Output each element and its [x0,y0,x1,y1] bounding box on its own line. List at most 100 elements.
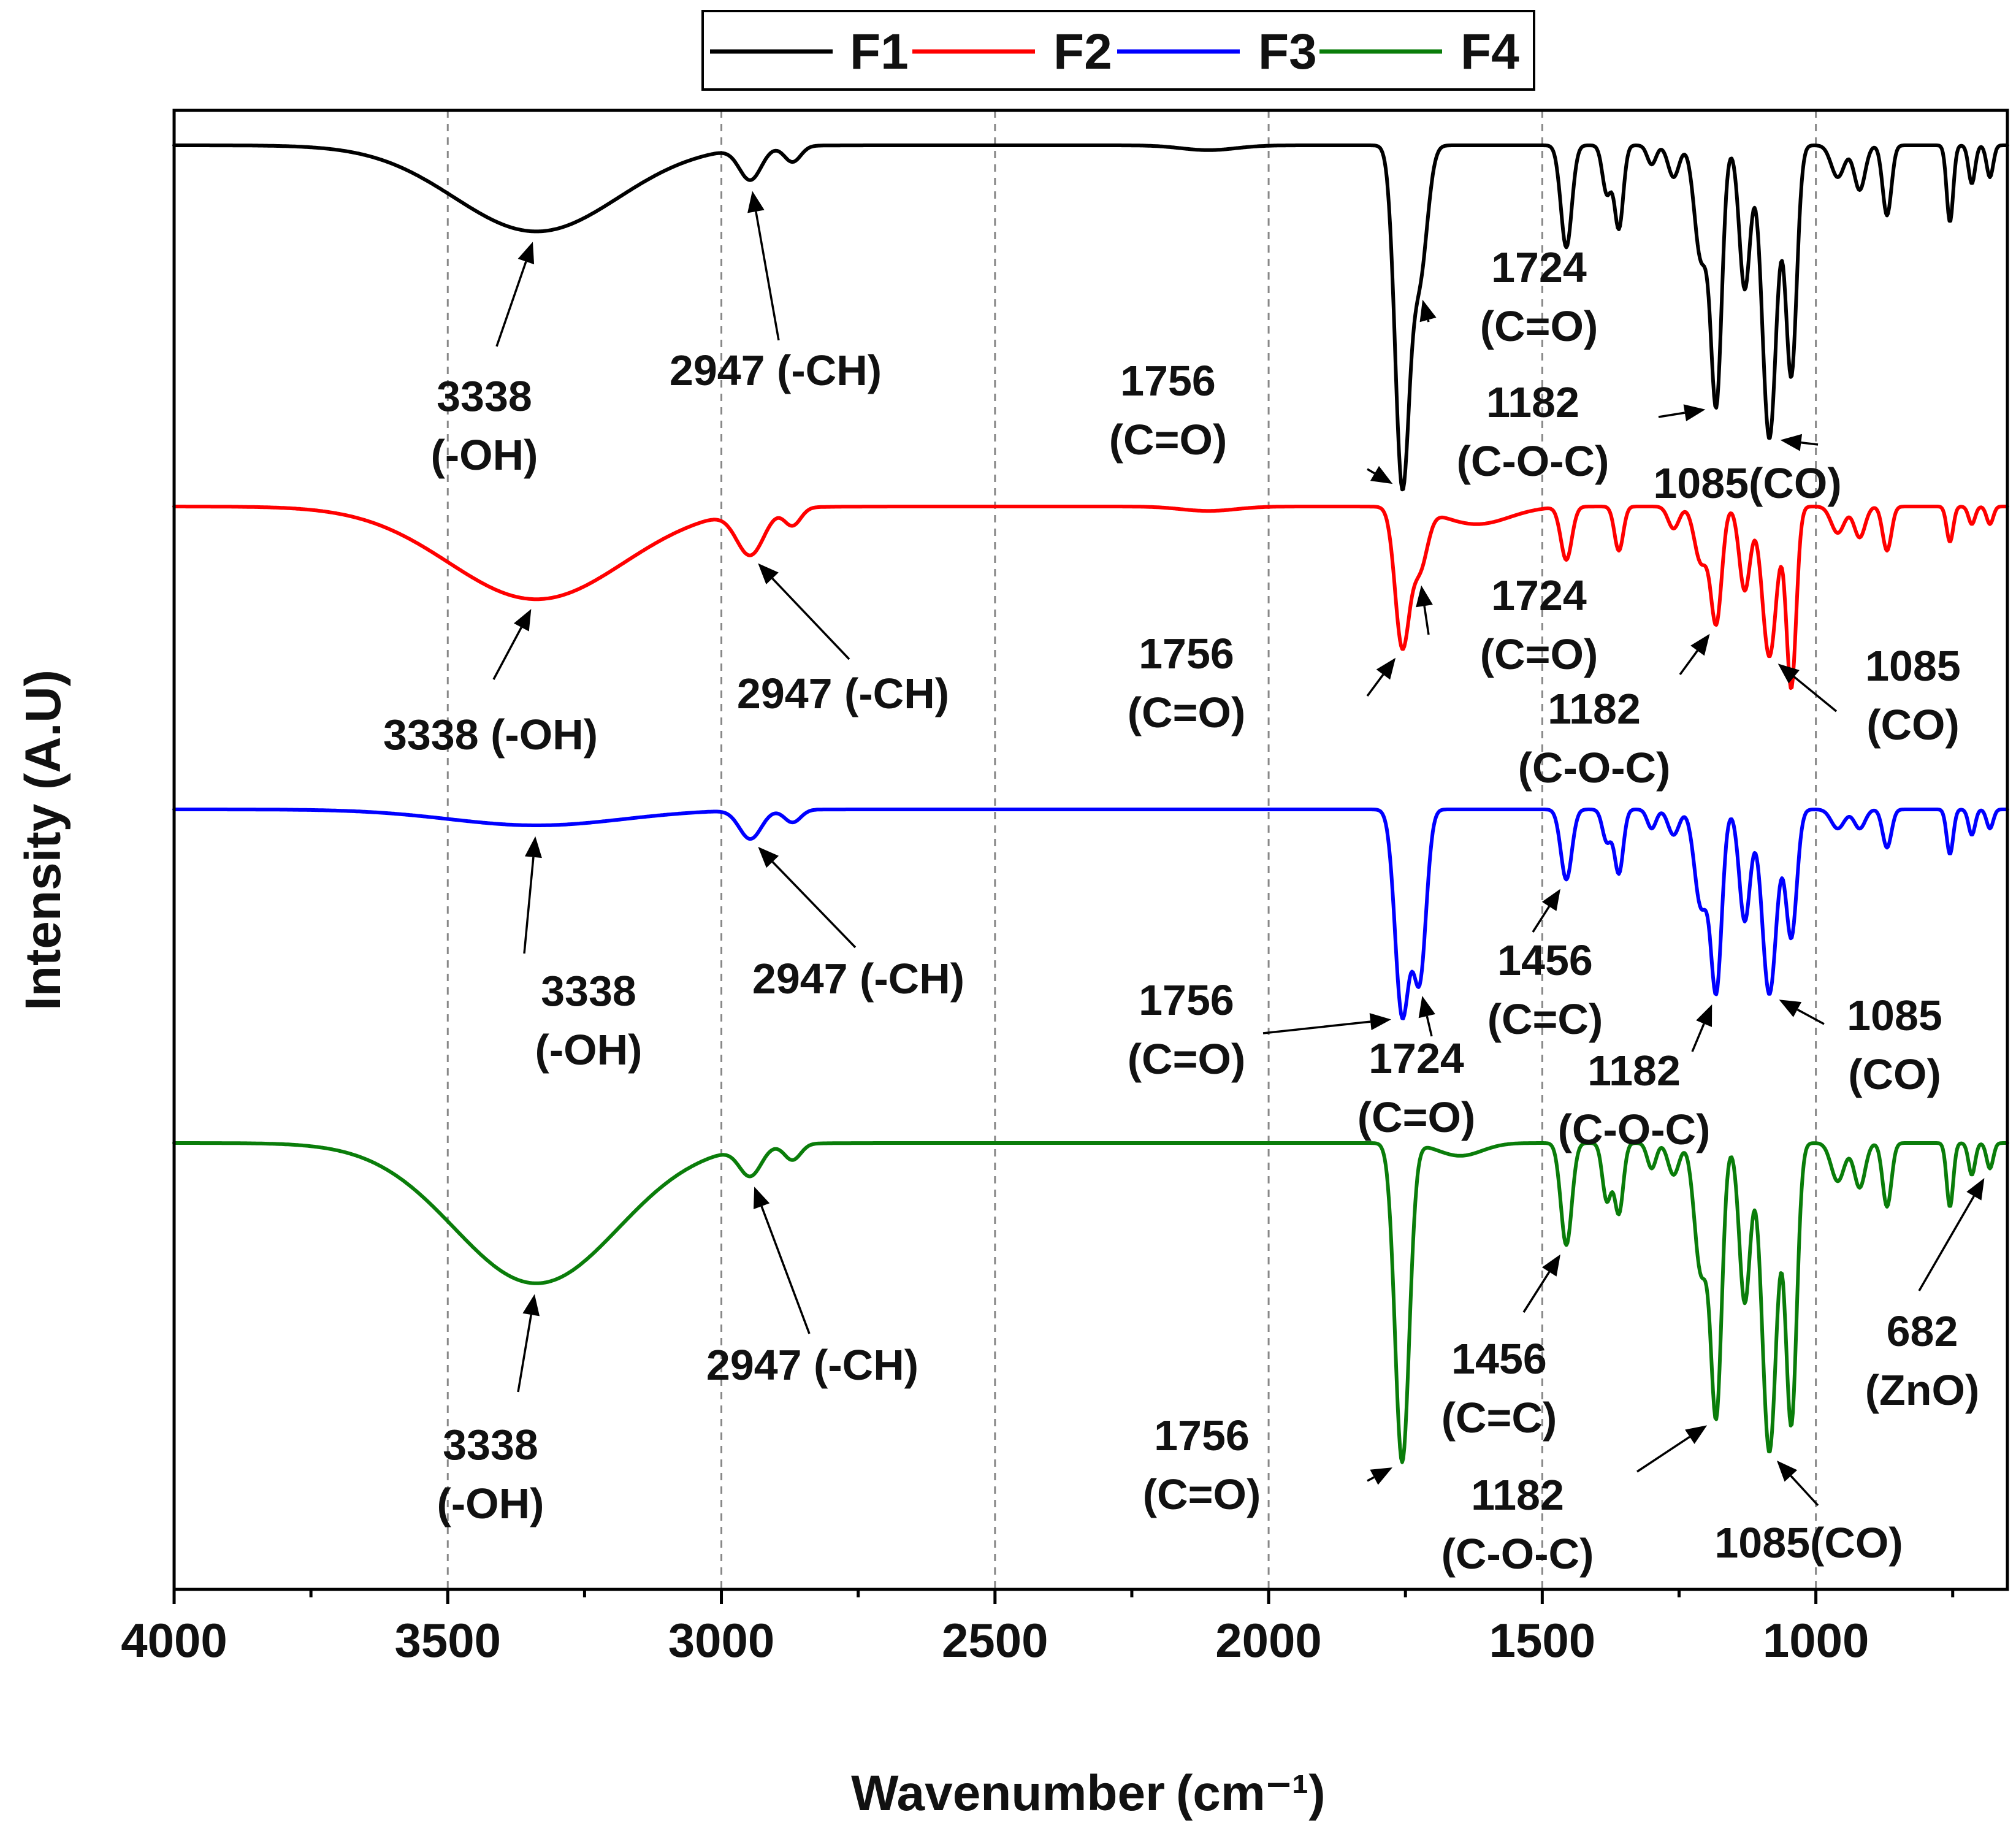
annotation-arrow [1423,605,1430,635]
annotation-label: 2947 (-CH) [737,670,949,717]
annotation-label: 1085(CO) [1865,642,1961,749]
annotation-label: 1182 (C-O-C) [1441,1471,1594,1578]
annotation-line: 1724 [1491,243,1587,291]
annotation-label: 1085 (CO) [1847,992,1942,1098]
legend-label-f3: F3 [1258,24,1317,80]
annotation-f1-1182: 1182 (C-O-C) [1457,378,1706,485]
annotation-f2-1724: 1724 (C=O) [1416,571,1598,678]
annotation-f4-1456: 1456 (C=C) [1441,1254,1560,1442]
legend-item-f3: F3 [1117,24,1317,80]
annotation-arrow [771,578,850,660]
annotation-line: (C=O) [1480,630,1598,678]
annotation-f1-2947: 2947 (-CH) [670,191,882,394]
annotation-arrowhead [517,242,535,265]
annotation-f3-1182: 1182 (C-O-C) [1558,1004,1712,1153]
legend-label-f2: F2 [1053,24,1112,80]
annotation-line: (C-O-C) [1558,1106,1711,1153]
annotation-line: 1085 [1847,992,1942,1039]
trace-f4 [172,1141,2009,1464]
annotation-arrowhead [1541,889,1560,911]
annotation-arrow [771,861,857,949]
annotation-f2-1756: 1756 (C=O) [1128,630,1396,736]
trace-f1 [172,143,2009,492]
annotation-arrowhead [758,847,779,868]
annotation-line: (ZnO) [1865,1366,1980,1414]
annotation-arrowhead [525,836,542,858]
annotation-line: 1182 [1587,1047,1681,1095]
annotation-arrowhead [1966,1178,1985,1201]
annotation-label: 3338 (-OH) [535,967,643,1074]
annotation-line: 1756 [1139,976,1234,1024]
annotation-arrow [1918,1195,1975,1291]
annotation-line: (CO) [1866,701,1960,749]
annotation-line: (C=O) [1128,689,1246,736]
annotation-line: (C-O-C) [1457,437,1609,485]
annotation-line: (C-O-C) [1518,744,1671,792]
annotation-arrow [1427,319,1430,323]
trace-f3 [172,808,2009,1020]
annotation-f2-1182: 1182 (C-O-C) [1518,633,1710,792]
annotation-f1-3338: 3338 (-OH) [431,242,538,479]
x-tick-label: 2000 [1215,1613,1322,1667]
annotation-label: 1456 (C=C) [1441,1335,1557,1442]
annotation-line: 3338 [443,1421,538,1469]
annotation-arrowhead [1418,996,1435,1019]
annotation-arrow [760,1206,811,1334]
x-tick-label: 3000 [668,1613,775,1667]
grid-lines [446,110,1817,1589]
annotation-line: (C=O) [1143,1470,1261,1518]
annotation-line: 3338 [541,967,636,1015]
annotation-label: 1182 (C-O-C) [1457,378,1609,485]
annotation-arrowhead [1541,1254,1560,1277]
x-axis-title-unit: (cm⁻¹) [1176,1765,1326,1821]
annotation-arrowhead [1370,465,1393,484]
x-tick-label: 3500 [395,1613,502,1667]
annotation-arrowhead [1780,434,1803,451]
annotation-label: 1724 (C=O) [1480,571,1598,678]
annotation-label: 1456 (C=C) [1487,936,1603,1043]
annotation-line: 1456 [1497,936,1593,984]
annotation-arrow [495,261,527,347]
annotation-line: 1085(CO) [1714,1519,1903,1567]
annotation-arrow [1262,1020,1371,1034]
annotation-f3-3338: 3338 (-OH) [523,836,643,1074]
annotation-line: 1756 [1120,357,1216,405]
annotation-label: 2947 (-CH) [706,1341,918,1389]
annotation-f3-1756: 1756 (C=O) [1128,976,1391,1083]
annotation-label: 2947 (-CH) [752,955,964,1003]
legend-label-f1: F1 [850,24,909,80]
annotation-arrowhead [1696,1004,1712,1027]
annotation-label: 1756 (C=O) [1109,357,1228,464]
x-axis-ticks: 4000 3500 3000 2500 2000 1500 1000 [121,1589,1955,1667]
annotation-arrowhead [1779,1000,1802,1017]
annotation-arrowhead [1416,585,1433,608]
annotation-line: (C=C) [1487,995,1603,1043]
annotation-f1-1085: 1085(CO) [1653,434,1842,507]
annotation-label: 1724 (C=O) [1480,243,1598,350]
annotation-arrow [1691,1023,1705,1052]
legend-item-f4: F4 [1319,24,1519,80]
legend-label-f4: F4 [1460,24,1519,80]
annotation-line: 1085(CO) [1653,459,1841,507]
annotation-f1-1756: 1756 (C=O) [1109,357,1393,484]
annotation-arrowhead [1376,657,1396,680]
annotation-label: 1085(CO) [1653,459,1841,507]
x-axis-title-text: Wavenumber [851,1765,1165,1821]
annotation-line: (CO) [1848,1050,1941,1098]
annotation-arrow [1658,411,1686,418]
annotation-label: 1085(CO) [1714,1519,1903,1567]
annotation-line: (C=O) [1109,416,1228,464]
annotation-line: 1756 [1154,1412,1250,1459]
annotation-arrow [517,1314,532,1393]
annotation-label: 2947 (-CH) [670,346,882,394]
annotation-line: (C=O) [1128,1035,1246,1083]
annotation-line: 2947 (-CH) [670,346,882,394]
peak-annotations: 3338 (-OH) 2947 (-CH) 1724 (C=O) 1756 (C=O) 118… [383,191,1985,1578]
annotation-line: (C=O) [1357,1093,1476,1141]
annotation-line: 682 [1887,1307,1958,1355]
annotation-arrowhead [522,1294,540,1317]
annotation-f1-1724: 1724 (C=O) [1419,243,1598,350]
annotation-label: 1182 (C-O-C) [1558,1047,1711,1153]
annotation-line: (C-O-C) [1441,1530,1594,1578]
annotation-arrowhead [1776,1460,1798,1482]
